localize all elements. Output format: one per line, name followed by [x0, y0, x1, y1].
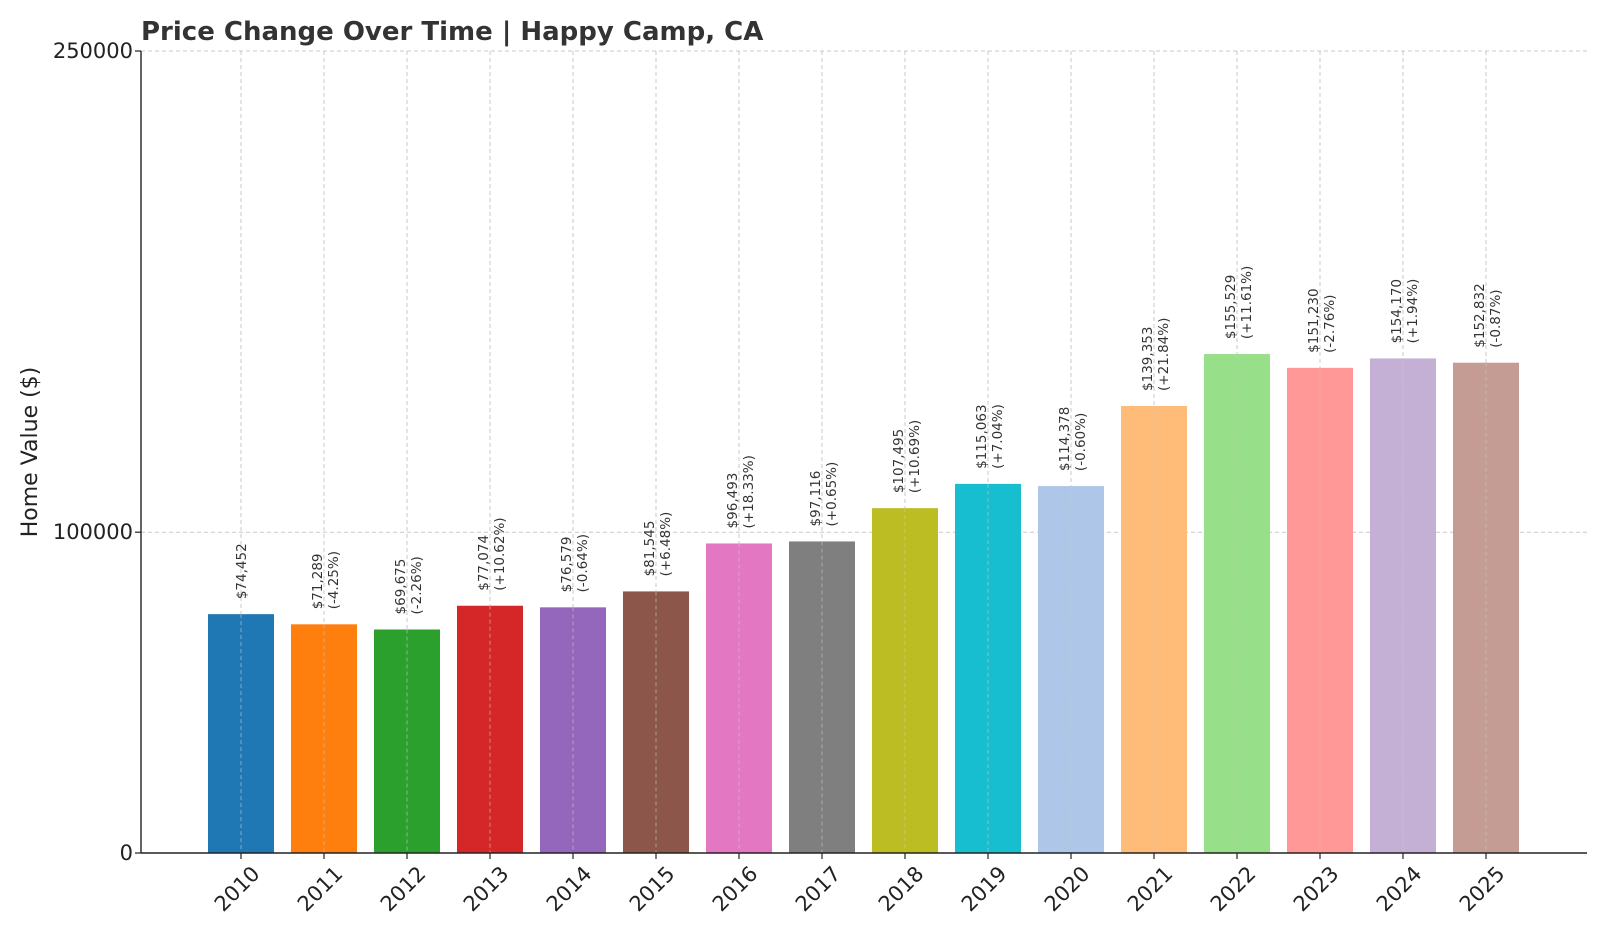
- x-tick-label: 2012: [376, 862, 431, 917]
- value-label: $151,230: [1306, 288, 1322, 352]
- x-tick-label: 2011: [293, 862, 348, 917]
- change-label: (+0.65%): [824, 462, 840, 527]
- x-tick-label: 2024: [1372, 862, 1427, 917]
- change-label: (+11.61%): [1239, 266, 1255, 339]
- change-label: (-2.76%): [1322, 295, 1338, 353]
- x-tick-label: 2017: [791, 862, 846, 917]
- x-tick-labels: 2010 2011 2012 2013 2014 2015 2016 2017 2018 2019…: [210, 853, 1510, 916]
- change-label: (+21.84%): [1156, 318, 1172, 391]
- value-label: $97,116: [808, 471, 824, 527]
- change-label: (+7.04%): [990, 404, 1006, 469]
- value-label: $76,579: [559, 537, 575, 593]
- change-label: (-0.60%): [1073, 413, 1089, 471]
- value-label: $69,675: [393, 559, 409, 615]
- axes: [140, 51, 1587, 854]
- change-label: (+10.62%): [492, 517, 508, 590]
- y-tick-labels: 0 100000 250000: [53, 39, 141, 865]
- y-tick-label: 250000: [53, 39, 133, 63]
- value-label: $96,493: [725, 473, 741, 529]
- x-tick-label: 2025: [1455, 862, 1510, 917]
- y-axis-label: Home Value ($): [18, 367, 43, 538]
- x-tick-label: 2010: [210, 862, 265, 917]
- value-label: $154,170: [1389, 279, 1405, 343]
- bar-2022: [1204, 354, 1270, 853]
- bar-2015: [623, 591, 689, 853]
- value-label: $77,074: [476, 535, 492, 591]
- x-tick-label: 2013: [459, 862, 514, 917]
- change-label: (-0.87%): [1488, 289, 1504, 347]
- value-label: $71,289: [310, 553, 326, 609]
- change-label: (-4.25%): [326, 551, 342, 609]
- change-label: (+1.94%): [1405, 279, 1421, 344]
- x-tick-label: 2019: [957, 862, 1012, 917]
- bar-value-labels: $74,452 $71,289 (-4.25%) $69,675 (-2.26%) $77…: [234, 266, 1504, 615]
- y-tick-label: 0: [120, 841, 133, 865]
- x-tick-label: 2020: [1040, 862, 1095, 917]
- bars: [208, 354, 1519, 853]
- x-tick-label: 2018: [874, 862, 929, 917]
- change-label: (-2.26%): [409, 556, 425, 614]
- change-label: (-0.64%): [575, 534, 591, 592]
- value-label: $114,378: [1057, 407, 1073, 471]
- change-label: (+18.33%): [741, 455, 757, 528]
- x-tick-label: 2021: [1123, 862, 1178, 917]
- x-tick-label: 2023: [1289, 862, 1344, 917]
- value-label: $115,063: [974, 404, 990, 468]
- change-label: (+10.69%): [907, 420, 923, 493]
- x-tick-label: 2016: [708, 862, 763, 917]
- change-label: (+6.48%): [658, 512, 674, 577]
- x-tick-label: 2015: [625, 862, 680, 917]
- value-label: $74,452: [234, 543, 250, 599]
- value-label: $107,495: [891, 429, 907, 493]
- value-label: $152,832: [1472, 283, 1488, 347]
- x-tick-label: 2022: [1206, 862, 1261, 917]
- value-label: $139,353: [1140, 327, 1156, 391]
- y-tick-label: 100000: [53, 520, 133, 544]
- chart-title: Price Change Over Time | Happy Camp, CA: [141, 17, 763, 47]
- x-tick-label: 2014: [542, 862, 597, 917]
- value-label: $81,545: [642, 521, 658, 577]
- value-label: $155,529: [1223, 275, 1239, 339]
